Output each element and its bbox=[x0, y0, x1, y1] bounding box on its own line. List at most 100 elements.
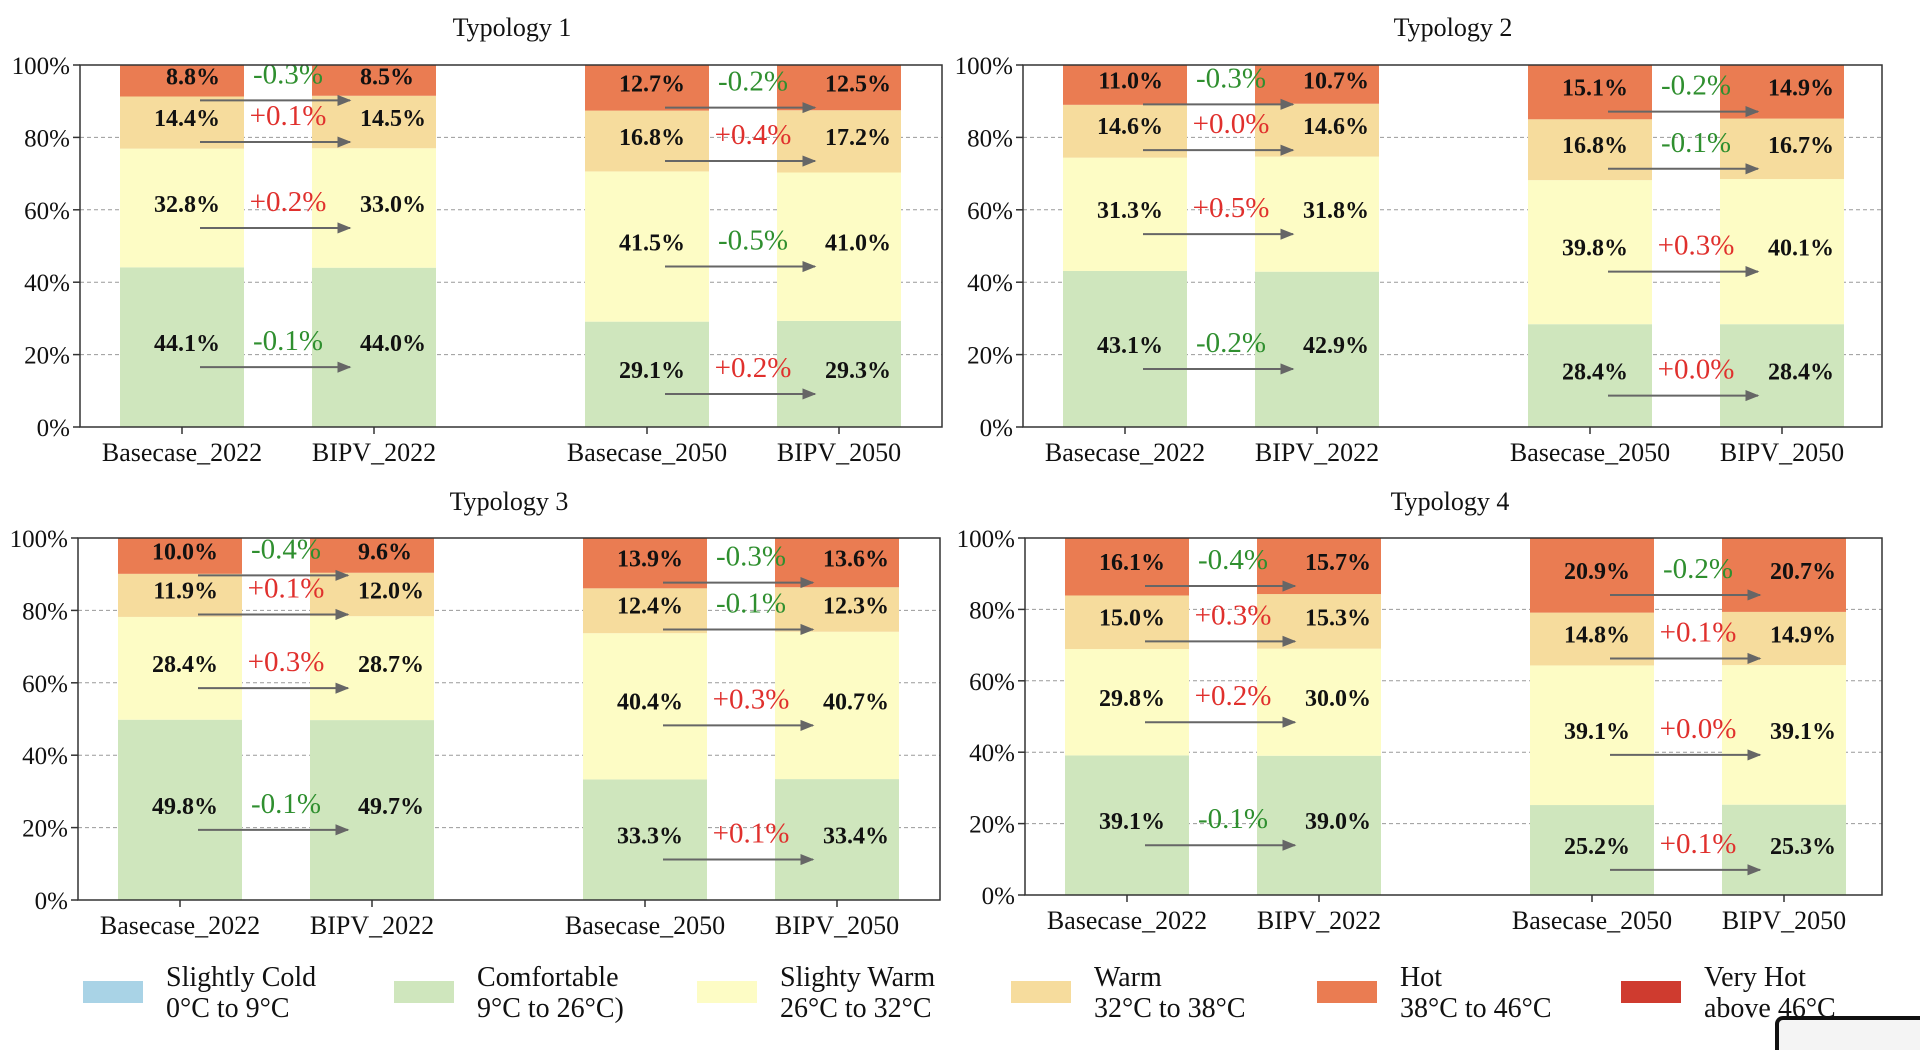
typology-charts: Typology 1 0% 20% 40% 60% 80% 100% Basecase_202… bbox=[10, 13, 1883, 940]
change-label: -0.3% bbox=[1196, 62, 1266, 94]
bar-segment-warm bbox=[120, 96, 244, 149]
y-tick-label: 20% bbox=[967, 343, 1013, 370]
y-tick-label: 40% bbox=[967, 270, 1013, 297]
data-label: 17.2% bbox=[825, 125, 891, 151]
bar-segment-slighty-warm bbox=[120, 148, 244, 268]
change-label: +0.0% bbox=[1658, 354, 1735, 386]
data-label: 14.8% bbox=[1564, 622, 1630, 648]
bar-segment-warm bbox=[775, 587, 899, 632]
bar-segment-hot bbox=[777, 65, 901, 111]
change-label: +0.3% bbox=[1195, 599, 1272, 631]
bar-segment-warm bbox=[1065, 595, 1189, 650]
change-label: +0.3% bbox=[248, 646, 325, 678]
x-tick-label: Basecase_2050 bbox=[1510, 438, 1670, 467]
x-tick-label: Basecase_2022 bbox=[1045, 438, 1205, 467]
legend-range: 38°C to 46°C bbox=[1400, 993, 1552, 1024]
plot-frame bbox=[79, 64, 943, 428]
legend-label-warm: Warm 32°C to 38°C bbox=[1094, 962, 1246, 1024]
y-tick-label: 20% bbox=[22, 816, 68, 843]
data-label: 16.8% bbox=[1562, 133, 1628, 159]
x-tick-label: BIPV_2050 bbox=[1720, 438, 1844, 467]
bar-segment-slighty-warm bbox=[1065, 649, 1189, 756]
bar-segment-comfortable bbox=[1530, 805, 1654, 895]
data-label: 25.3% bbox=[1770, 834, 1836, 860]
change-label: +0.1% bbox=[713, 818, 790, 850]
x-tick-label: BIPV_2022 bbox=[1257, 906, 1381, 935]
bar-segment-slighty-warm bbox=[777, 172, 901, 321]
window-thumbnail[interactable] bbox=[1775, 1016, 1920, 1050]
legend-label-very-hot: Very Hot above 46°C bbox=[1704, 962, 1836, 1024]
bar-segment-comfortable bbox=[585, 321, 709, 427]
bar-segment-hot bbox=[312, 65, 436, 96]
data-label: 11.9% bbox=[153, 578, 218, 604]
legend: Slightly Cold 0°C to 9°C Comfortable 9°C… bbox=[0, 955, 1920, 1041]
y-tick-label: 100% bbox=[12, 53, 70, 80]
change-label: -0.2% bbox=[1196, 327, 1266, 359]
data-label: 25.2% bbox=[1564, 834, 1630, 860]
data-label: 29.1% bbox=[619, 358, 685, 384]
x-tick-label: Basecase_2050 bbox=[567, 438, 727, 467]
y-tick-label: 60% bbox=[22, 671, 68, 698]
bar-segment-comfortable bbox=[120, 267, 244, 427]
x-tick-label: BIPV_2050 bbox=[1722, 906, 1846, 935]
legend-swatch-hot bbox=[1317, 981, 1377, 1003]
bar-segment-slighty-warm bbox=[775, 631, 899, 780]
data-label: 20.9% bbox=[1564, 559, 1630, 585]
data-label: 28.4% bbox=[1768, 360, 1834, 386]
bar-segment-slighty-warm bbox=[583, 633, 707, 780]
y-tick-label: 20% bbox=[969, 812, 1015, 839]
data-label: 39.8% bbox=[1562, 236, 1628, 262]
legend-name: Warm bbox=[1094, 962, 1162, 993]
y-tick-label: 100% bbox=[957, 526, 1015, 553]
legend-label-hot: Hot 38°C to 46°C bbox=[1400, 962, 1552, 1024]
change-label: +0.0% bbox=[1660, 713, 1737, 745]
change-label: -0.1% bbox=[251, 788, 321, 820]
data-label: 39.1% bbox=[1564, 719, 1630, 745]
y-tick-label: 0% bbox=[37, 415, 70, 442]
data-label: 13.9% bbox=[617, 547, 683, 573]
legend-name: Slightly Cold bbox=[166, 962, 317, 993]
data-label: 14.9% bbox=[1768, 76, 1834, 102]
legend-swatch-slightly-warm bbox=[697, 981, 757, 1003]
bar-segment-slighty-warm bbox=[1528, 180, 1652, 325]
bar-segment-comfortable bbox=[1257, 755, 1381, 895]
data-label: 40.1% bbox=[1768, 236, 1834, 262]
x-tick-label: BIPV_2022 bbox=[1255, 438, 1379, 467]
plot-frame bbox=[1024, 537, 1883, 896]
bar-segment-slighty-warm bbox=[312, 148, 436, 268]
data-label: 11.0% bbox=[1098, 68, 1163, 94]
bar-segment-comfortable bbox=[1720, 324, 1844, 427]
data-label: 15.0% bbox=[1099, 605, 1165, 631]
plot-frame bbox=[77, 537, 941, 901]
data-label: 33.0% bbox=[360, 192, 426, 218]
data-label: 20.7% bbox=[1770, 559, 1836, 585]
bar-segment-hot bbox=[310, 538, 434, 573]
chart-title: Typology 2 bbox=[1394, 13, 1513, 42]
change-label: +0.0% bbox=[1193, 108, 1270, 140]
data-label: 14.4% bbox=[154, 106, 220, 132]
bar-segment-slighty-warm bbox=[1720, 179, 1844, 325]
y-tick-label: 60% bbox=[24, 198, 70, 225]
bar-segment-hot bbox=[1528, 64, 1652, 120]
x-tick-label: Basecase_2022 bbox=[102, 438, 262, 467]
data-label: 12.7% bbox=[619, 72, 685, 98]
change-label: +0.5% bbox=[1193, 192, 1270, 224]
data-label: 43.1% bbox=[1097, 333, 1163, 359]
bar-segment-comfortable bbox=[310, 720, 434, 900]
data-label: 13.6% bbox=[823, 547, 889, 573]
bar-segment-comfortable bbox=[312, 267, 436, 427]
change-label: -0.5% bbox=[718, 225, 788, 257]
data-label: 28.4% bbox=[1562, 360, 1628, 386]
data-label: 49.8% bbox=[152, 794, 218, 820]
bar-segment-comfortable bbox=[1255, 271, 1379, 427]
bar-segment-warm bbox=[1257, 594, 1381, 649]
bar-segment-warm bbox=[118, 573, 242, 617]
data-label: 14.9% bbox=[1770, 622, 1836, 648]
chart-title: Typology 1 bbox=[453, 13, 572, 42]
data-label: 28.7% bbox=[358, 652, 424, 678]
y-tick-label: 0% bbox=[982, 883, 1015, 910]
change-label: +0.1% bbox=[1660, 616, 1737, 648]
change-label: +0.1% bbox=[1660, 828, 1737, 860]
legend-range: 0°C to 9°C bbox=[166, 993, 290, 1024]
bar-segment-slighty-warm bbox=[1530, 665, 1654, 806]
